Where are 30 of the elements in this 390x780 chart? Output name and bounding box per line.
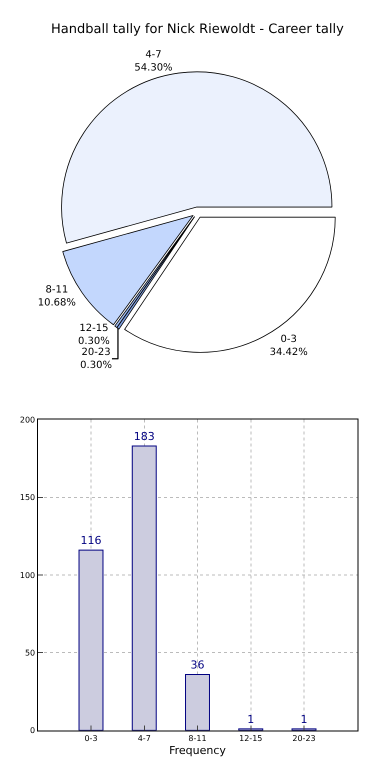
data-label: 34.42% — [270, 346, 308, 358]
x-tick-label: 20-23 — [292, 734, 316, 743]
data-label: 0.30% — [78, 336, 110, 347]
data-label: 1 — [300, 712, 308, 726]
slice-label: 0-3 — [280, 334, 297, 345]
data-label: 54.30% — [134, 62, 173, 74]
slice-label: 12-15 — [79, 322, 108, 334]
x-tick-label: 4-7 — [138, 734, 151, 743]
data-label: 10.68% — [38, 297, 76, 308]
y-tick-label: 200 — [20, 415, 36, 424]
data-label: 1 — [247, 712, 254, 726]
x-tick-label: 8-11 — [188, 734, 207, 743]
chart-title: Handball tally for Nick Riewoldt - Career tally — [51, 22, 344, 37]
bar — [132, 446, 157, 730]
x-tick-label: 12-15 — [239, 734, 262, 743]
y-tick-label: 100 — [20, 570, 36, 580]
x-axis-title: Frequency — [169, 744, 226, 758]
y-tick-label: 50 — [24, 648, 36, 658]
slice-label: 4-7 — [145, 49, 162, 60]
data-label: 36 — [190, 658, 204, 672]
y-tick-label: 150 — [20, 493, 36, 502]
bar — [78, 550, 104, 730]
data-label: 0.30% — [80, 360, 112, 371]
y-tick-label: 0 — [30, 726, 36, 736]
slice-label: 20-23 — [82, 346, 111, 358]
slice-label: 8-11 — [45, 284, 68, 296]
data-label: 183 — [134, 430, 155, 444]
data-label: 116 — [80, 534, 102, 548]
bar — [185, 674, 210, 730]
x-tick-label: 0-3 — [84, 734, 98, 743]
